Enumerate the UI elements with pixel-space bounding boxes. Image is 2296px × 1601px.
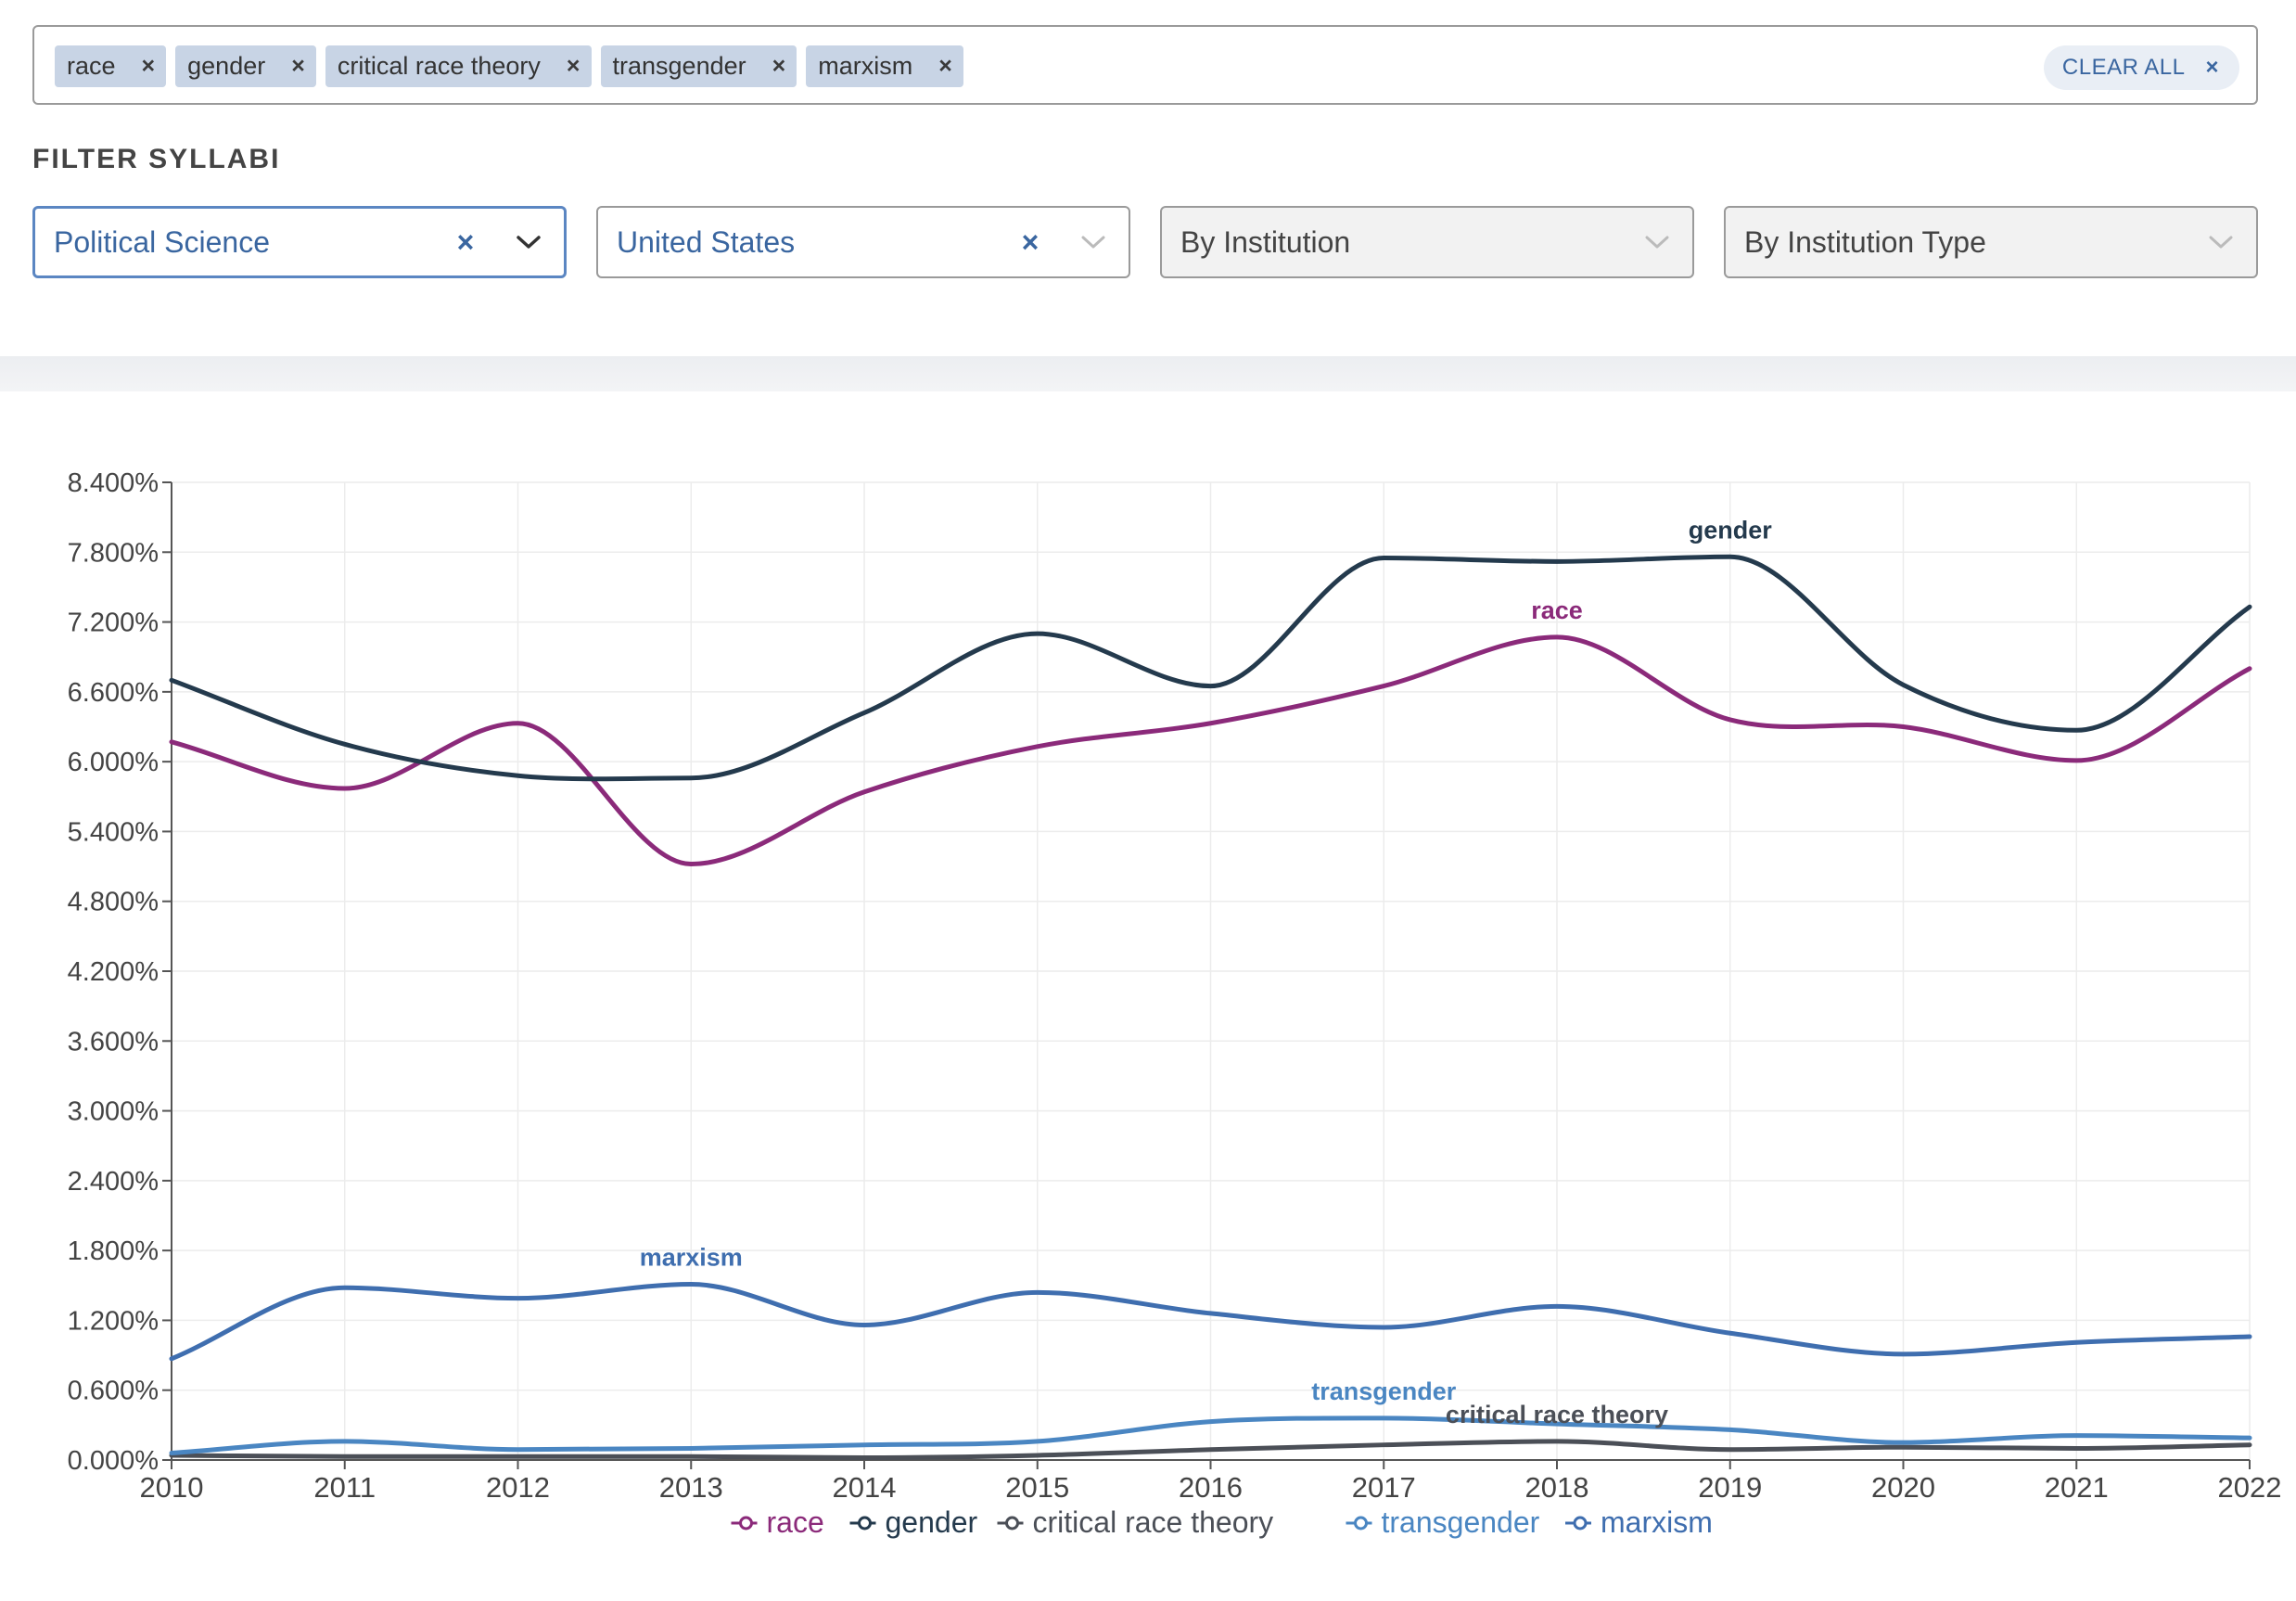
legend-label: marxism [1601,1505,1713,1539]
field-select-value: Political Science [54,224,270,259]
y-tick-label: 0.600% [68,1377,159,1406]
y-tick-label: 3.000% [68,1097,159,1127]
institution-type-select-placeholder: By Institution Type [1744,224,1986,259]
y-tick-label: 4.200% [68,957,159,987]
chevron-down-icon[interactable] [1075,224,1112,261]
tag-label: race [67,52,116,80]
x-tick-label: 2018 [1525,1471,1589,1504]
legend-item-gender: gender [849,1505,978,1539]
y-tick-label: 7.800% [68,538,159,568]
institution-select[interactable]: By Institution [1160,206,1694,278]
legend-swatch-marker [1005,1516,1019,1531]
x-tick-label: 2012 [486,1471,550,1504]
y-tick-label: 0.000% [68,1446,159,1476]
legend-swatch-marker [1354,1516,1368,1531]
legend-item-transgender: transgender [1346,1505,1540,1539]
tag-label: transgender [612,52,746,80]
legend-item-race: race [731,1505,824,1539]
series-label-transgender: transgender [1311,1377,1457,1405]
section-divider [0,356,2296,391]
institution-select-placeholder: By Institution [1180,224,1351,259]
x-tick-label: 2011 [313,1471,376,1504]
series-label-gender: gender [1689,516,1773,544]
y-tick-label: 6.600% [68,678,159,708]
series-line-transgender [169,1415,2252,1455]
remove-tag-icon[interactable]: × [938,53,952,79]
legend-label: transgender [1382,1505,1540,1539]
legend-swatch-marker [1573,1516,1588,1531]
remove-tag-icon[interactable]: × [566,53,580,79]
series-label-critical-race-theory: critical race theory [1446,1401,1668,1428]
tag-gender: gender × [175,45,316,87]
close-icon: × [2205,55,2219,80]
country-select[interactable]: United States × [596,206,1130,278]
filter-section-title: FILTER SYLLABI [32,144,281,174]
clear-all-button[interactable]: CLEAR ALL × [2043,45,2239,90]
series-line-race [169,634,2252,867]
legend-item-marxism: marxism [1565,1505,1713,1539]
y-tick-label: 6.000% [68,748,159,777]
legend-label: critical race theory [1033,1505,1274,1539]
remove-tag-icon[interactable]: × [772,53,786,79]
chevron-down-icon[interactable] [1639,224,1676,261]
legend-swatch-marker [858,1516,872,1531]
y-tick-label: 3.600% [68,1027,159,1057]
clear-all-label: CLEAR ALL [2061,55,2186,80]
search-tag-bar[interactable]: race × gender × critical race theory × t… [32,25,2258,105]
legend-swatch-marker [739,1516,753,1531]
tag-race: race × [55,45,167,87]
tag-label: gender [187,52,266,80]
remove-tag-icon[interactable]: × [291,53,305,79]
series-line-gender [169,554,2252,782]
y-tick-label: 7.200% [68,608,159,638]
x-tick-label: 2021 [2045,1471,2109,1504]
series-label-race: race [1531,596,1583,624]
field-select[interactable]: Political Science × [32,206,567,278]
y-tick-label: 1.200% [68,1306,159,1336]
x-tick-label: 2022 [2218,1471,2282,1504]
chevron-down-icon[interactable] [510,224,547,261]
y-tick-label: 8.400% [68,468,159,498]
y-tick-label: 2.400% [68,1167,159,1197]
clear-country-icon[interactable]: × [1021,224,1040,259]
tag-label: critical race theory [337,52,541,80]
tag-critical-race-theory: critical race theory × [325,45,592,87]
x-tick-label: 2016 [1179,1471,1243,1504]
tag-list: race × gender × critical race theory × t… [55,45,963,87]
clear-field-icon[interactable]: × [456,224,475,259]
x-tick-label: 2014 [833,1471,897,1504]
x-tick-label: 2019 [1698,1471,1762,1504]
x-tick-label: 2020 [1871,1471,1935,1504]
tag-marxism: marxism × [806,45,963,87]
y-tick-label: 4.800% [68,888,159,917]
legend-label: race [767,1505,824,1539]
country-select-value: United States [617,224,796,259]
tag-label: marxism [818,52,913,80]
x-tick-label: 2017 [1352,1471,1416,1504]
series-line-marxism [169,1282,2252,1362]
y-tick-label: 1.800% [68,1236,159,1266]
institution-type-select[interactable]: By Institution Type [1724,206,2258,278]
x-tick-label: 2010 [140,1471,204,1504]
chevron-down-icon[interactable] [2202,224,2239,261]
x-tick-label: 2015 [1005,1471,1069,1504]
legend-item-critical-race-theory: critical race theory [997,1505,1274,1539]
series-line-critical-race-theory [169,1439,2252,1460]
line-chart: 8.400% 7.800% 7.200% 6.600% 6.000% 5.400% 4.80… [68,468,2282,1539]
y-tick-label: 5.400% [68,817,159,847]
series-label-marxism: marxism [640,1244,743,1272]
remove-tag-icon[interactable]: × [141,53,156,79]
legend-label: gender [886,1505,978,1539]
x-tick-label: 2013 [659,1471,723,1504]
tag-transgender: transgender × [600,45,797,87]
